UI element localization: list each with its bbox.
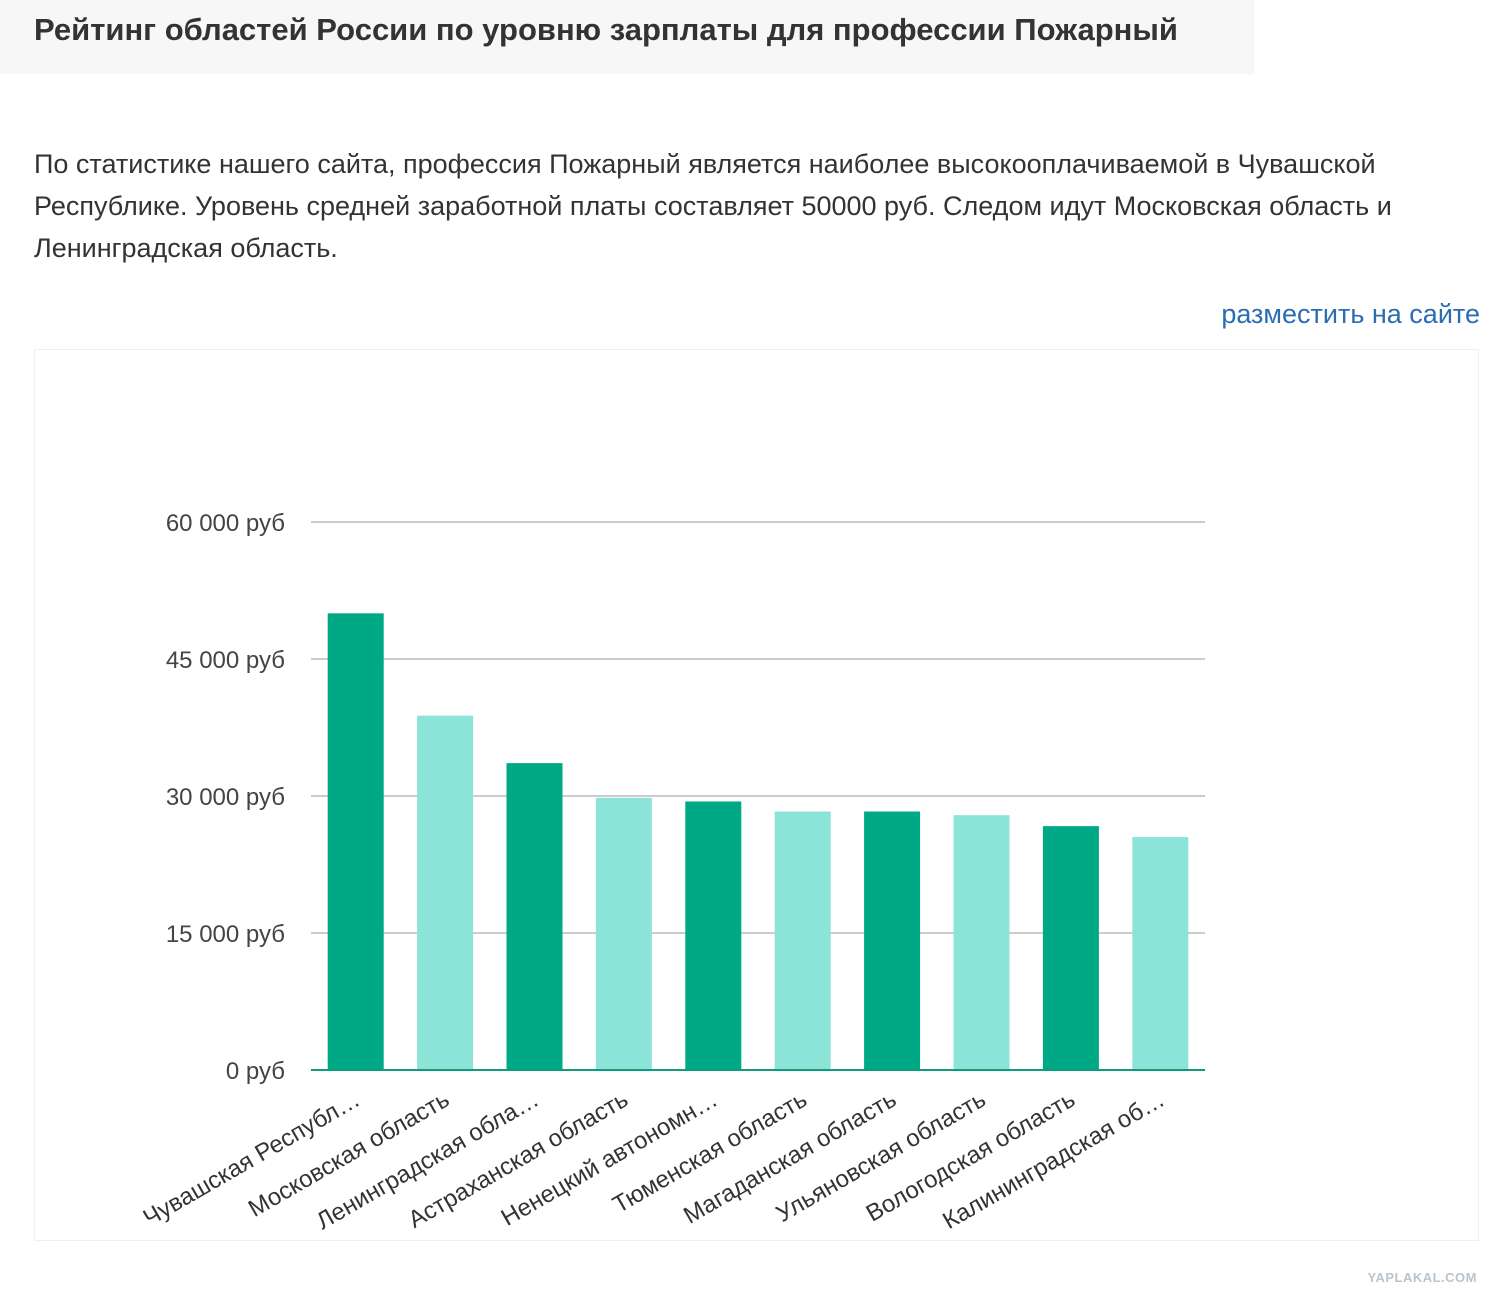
bar[interactable]: [417, 715, 474, 1070]
bar[interactable]: [327, 613, 384, 1070]
page-title: Рейтинг областей России по уровню зарпла…: [34, 12, 1178, 47]
y-tick-label: 0 руб: [226, 1058, 285, 1085]
bar[interactable]: [864, 811, 921, 1070]
bar[interactable]: [506, 763, 563, 1070]
y-tick-label: 30 000 руб: [166, 784, 285, 811]
watermark-logo: YAPLAKAL.COM: [1367, 1270, 1477, 1285]
x-axis-labels: Чувашская Республ…Московская областьЛени…: [139, 1086, 1170, 1235]
bar[interactable]: [1132, 837, 1189, 1070]
y-tick-label: 15 000 руб: [166, 921, 285, 948]
y-axis-labels: 0 руб 15 000 руб 30 000 руб 45 000 руб 60 00…: [166, 510, 285, 1085]
title-bar: Рейтинг областей России по уровню зарпла…: [0, 0, 1254, 74]
chart-container: 0 руб 15 000 руб 30 000 руб 45 000 руб 60 00…: [34, 349, 1479, 1241]
bar[interactable]: [953, 815, 1010, 1070]
salary-bar-chart: 0 руб 15 000 руб 30 000 руб 45 000 руб 60 00…: [139, 510, 1205, 1235]
bar[interactable]: [685, 801, 742, 1070]
bar[interactable]: [1042, 826, 1099, 1070]
y-tick-label: 60 000 руб: [166, 510, 285, 537]
y-tick-label: 45 000 руб: [166, 647, 285, 674]
embed-on-site-link[interactable]: разместить на сайте: [1221, 299, 1480, 329]
bar[interactable]: [774, 811, 831, 1070]
bars: [327, 613, 1189, 1070]
description-text: По статистике нашего сайта, профессия По…: [34, 149, 1392, 263]
bar[interactable]: [595, 797, 652, 1070]
